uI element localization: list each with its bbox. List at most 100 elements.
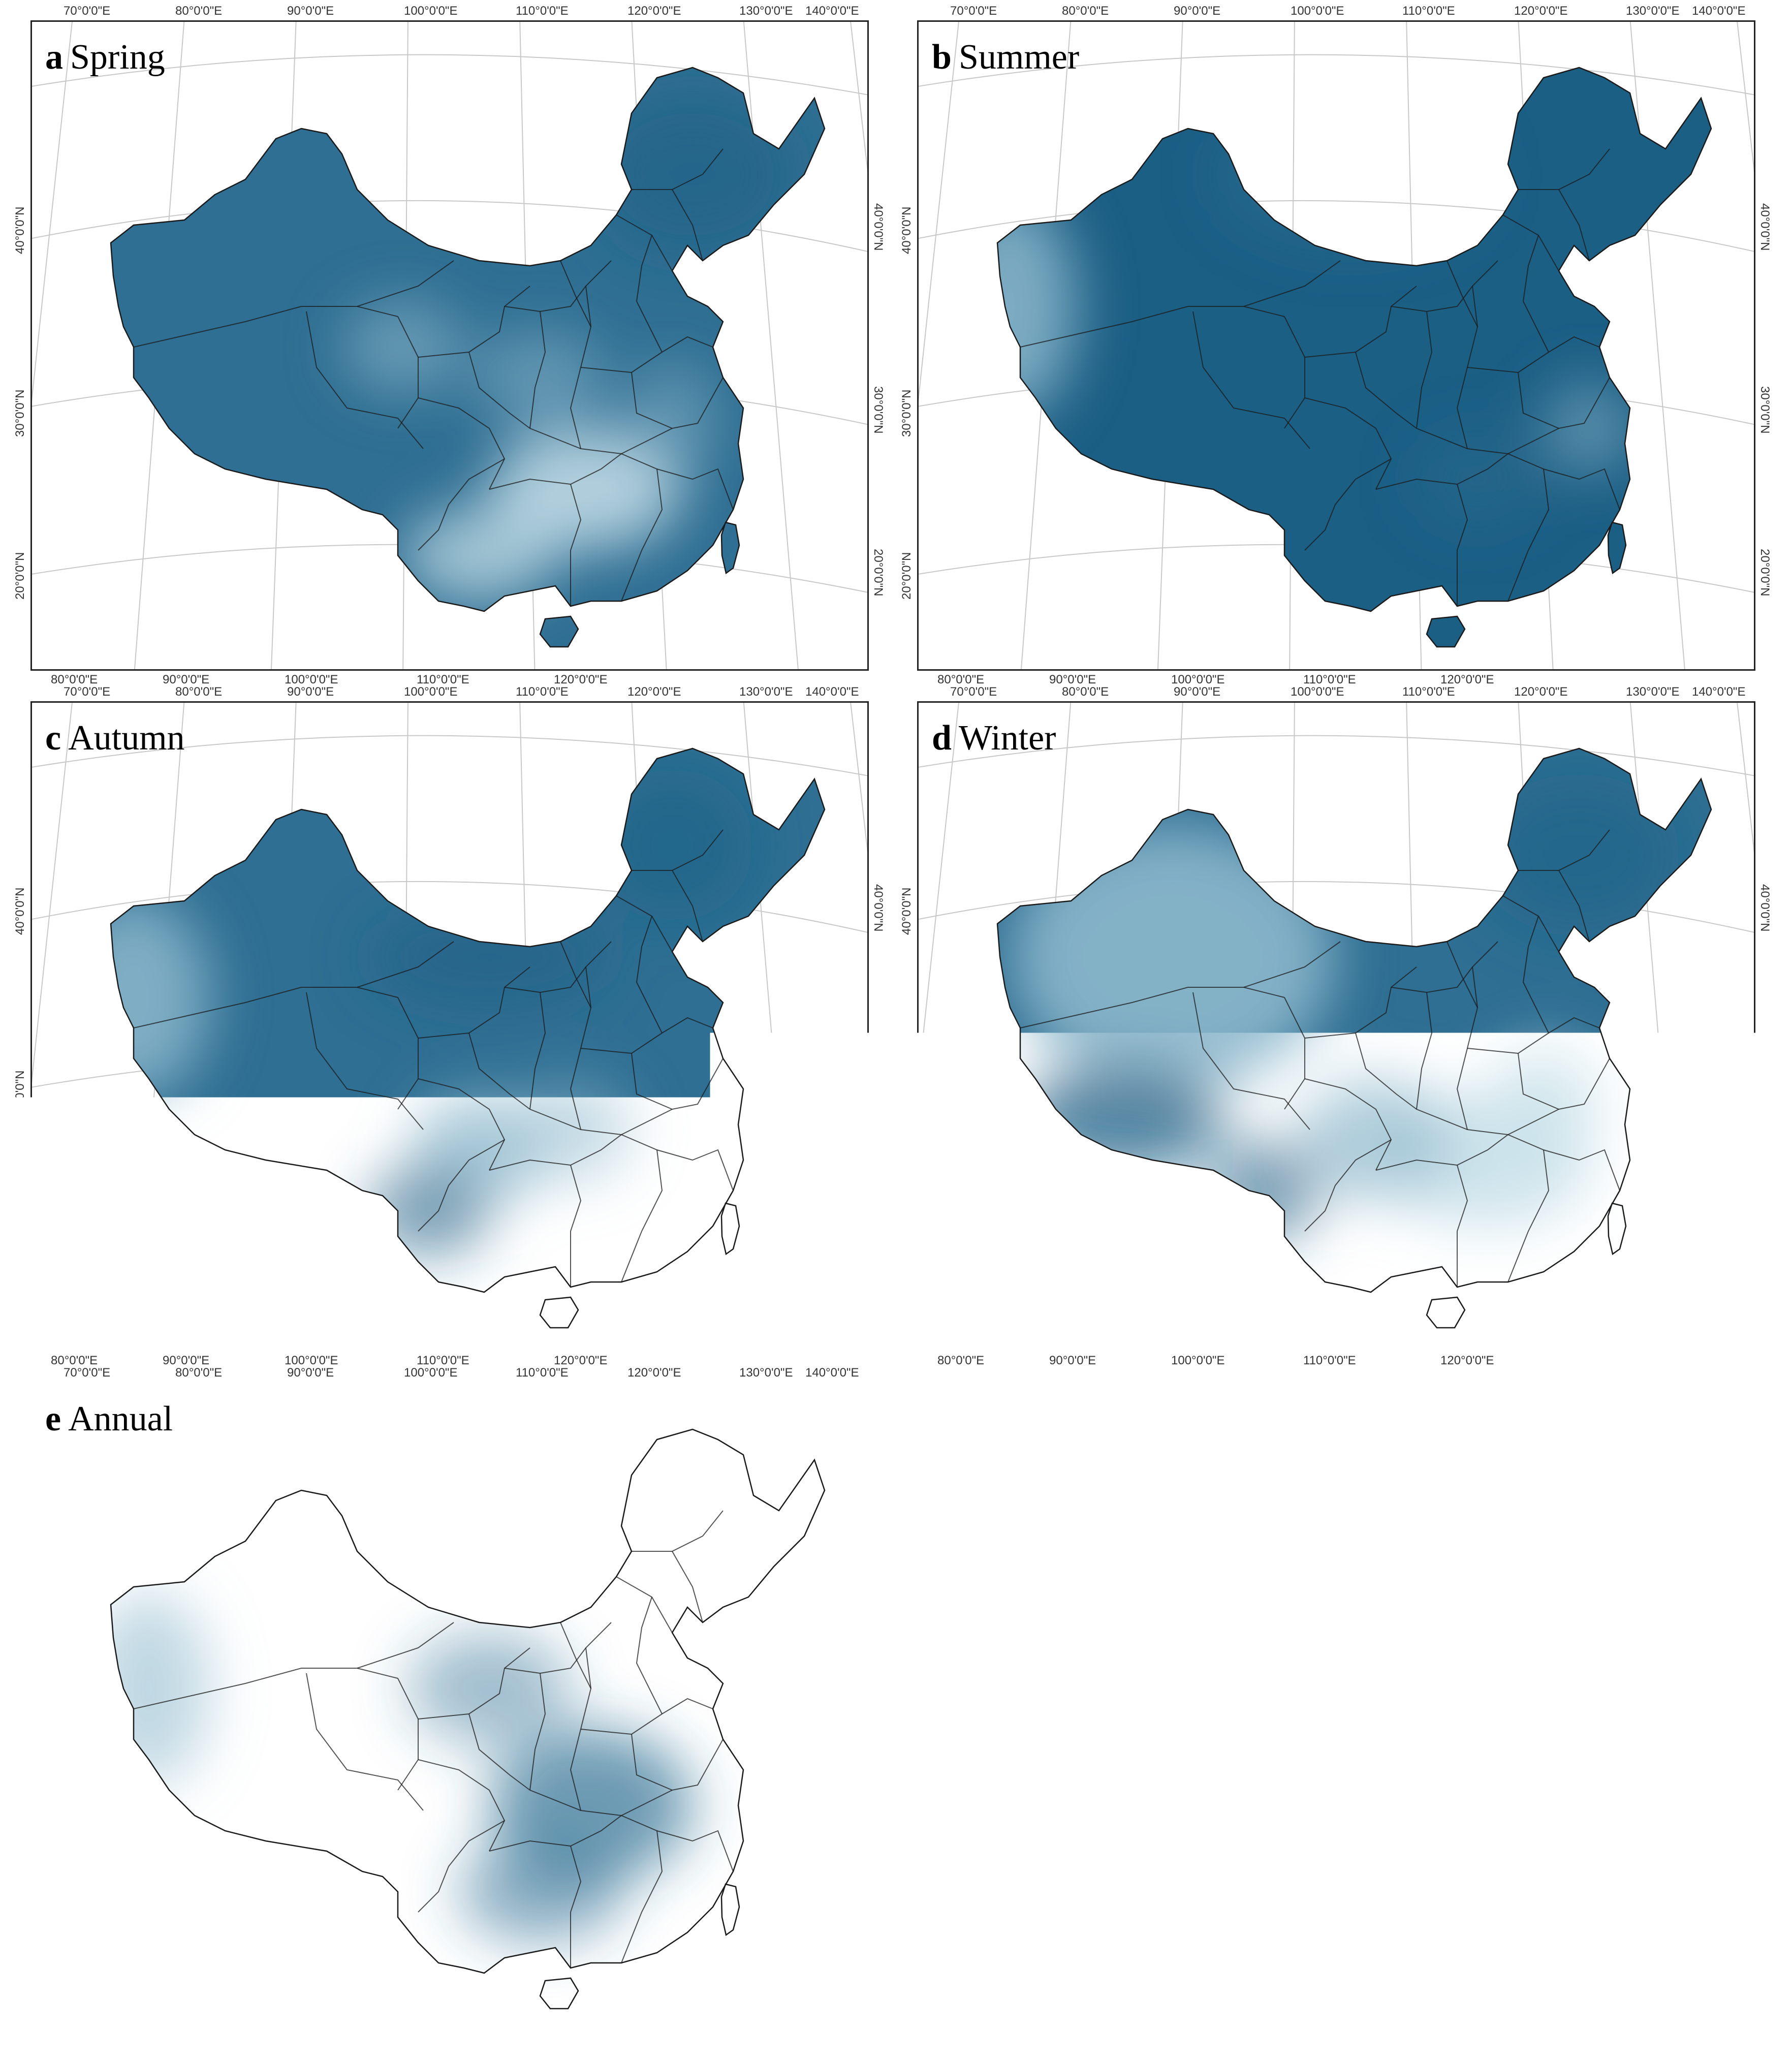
coordinate-tick-label: 20°0'0"N bbox=[1757, 549, 1772, 596]
coordinate-tick-label: 20°0'0"N bbox=[13, 1233, 27, 1280]
legend-item: 15.0 - 16.0 bbox=[1214, 1830, 1333, 1854]
coordinate-tick-label: 30°0'0"N bbox=[13, 390, 27, 437]
coordinate-tick-label: 30°0'0"N bbox=[871, 386, 885, 433]
coordinate-tick-label: 70°0'0"E bbox=[950, 4, 997, 18]
panel-title: e Annual bbox=[45, 1399, 173, 1440]
legend-item: 7.0 - 8.0 bbox=[1214, 1590, 1317, 1614]
legend-swatch bbox=[1214, 1771, 1254, 1793]
coordinate-tick-label: 120°0'0"E bbox=[627, 4, 681, 18]
coordinate-tick-label: 100°0'0"E bbox=[1291, 685, 1344, 699]
legend-label: 15.0 - 16.0 bbox=[1265, 1834, 1333, 1850]
legend-item: 3.5 - 4.0 bbox=[1214, 1441, 1317, 1464]
coordinate-tick-label: 100°0'0"E bbox=[285, 2035, 338, 2049]
coordinate-tick-label: 30°0'0"N bbox=[900, 390, 914, 437]
coordinate-tick-label: 90°0'0"E bbox=[287, 4, 334, 18]
legend-item: 14.0 - 15.0 bbox=[1214, 1800, 1333, 1824]
legend-item: 10.0 - 11.0 bbox=[1214, 1680, 1332, 1704]
coordinate-tick-label: 20°0'0"N bbox=[13, 1914, 27, 1961]
legend-swatch bbox=[1214, 1501, 1254, 1523]
legend-label: 11.0 - 12.0 bbox=[1265, 1714, 1332, 1730]
coordinate-tick-label: 110°0'0"E bbox=[516, 1366, 569, 1380]
coordinate-tick-label: 90°0'0"E bbox=[1174, 685, 1220, 699]
coordinate-tick-label: 40°0'0"N bbox=[1757, 884, 1772, 931]
coordinate-tick-label: 120°0'0"E bbox=[627, 685, 681, 699]
coordinate-tick-label: 140°0'0"E bbox=[1692, 4, 1745, 18]
coordinate-tick-label: 130°0'0"E bbox=[1626, 685, 1679, 699]
legend-item: 9.0 - 10.0 bbox=[1214, 1650, 1325, 1674]
coordinate-tick-label: 80°0'0"E bbox=[937, 1354, 984, 1368]
coordinate-tick-label: 40°0'0"N bbox=[13, 888, 27, 935]
coordinate-tick-label: 100°0'0"E bbox=[404, 685, 457, 699]
panel-summer: b Summer bbox=[917, 20, 1755, 671]
legend-swatch bbox=[1214, 1621, 1254, 1643]
coordinate-tick-label: 110°0'0"E bbox=[1402, 4, 1455, 18]
coordinate-tick-label: 120°0'0"E bbox=[1440, 1354, 1494, 1368]
legend-swatch bbox=[1214, 1471, 1254, 1493]
panel-title: b Summer bbox=[932, 37, 1079, 78]
coordinate-tick-label: 20°0'0"N bbox=[871, 549, 885, 596]
summer-map bbox=[919, 22, 1755, 671]
legend-label: 3.0 - 3.5 bbox=[1265, 1414, 1317, 1430]
legend-item: 17.0 - 18.0 bbox=[1214, 1890, 1333, 1914]
coordinate-tick-label: 70°0'0"E bbox=[64, 1366, 110, 1380]
coordinate-tick-label: 140°0'0"E bbox=[805, 685, 859, 699]
legend-item: 5.0 - 6.0 bbox=[1214, 1530, 1317, 1554]
legend-swatch bbox=[1214, 1411, 1254, 1433]
coordinate-tick-label: 30°0'0"N bbox=[900, 1071, 914, 1118]
coordinate-tick-label: 30°0'0"N bbox=[871, 1748, 885, 1795]
legend-item: 4.0 - 4.5 bbox=[1214, 1471, 1317, 1494]
coordinate-tick-label: 40°0'0"N bbox=[871, 884, 885, 931]
visibility-surface bbox=[32, 22, 869, 671]
annual-map bbox=[32, 1384, 869, 2033]
coordinate-tick-label: 100°0'0"E bbox=[1291, 4, 1344, 18]
coordinate-tick-label: 80°0'0"E bbox=[51, 2035, 98, 2049]
legend-title: Estimated visibility (km) bbox=[1214, 1377, 1412, 1397]
coordinate-tick-label: 20°0'0"N bbox=[900, 552, 914, 600]
coordinate-tick-label: 40°0'0"N bbox=[871, 1565, 885, 1612]
coordinate-tick-label: 110°0'0"E bbox=[516, 4, 569, 18]
legend-swatch bbox=[1214, 1711, 1254, 1733]
coordinate-tick-label: 120°0'0"E bbox=[1514, 4, 1567, 18]
coordinate-tick-label: 40°0'0"N bbox=[13, 207, 27, 254]
visibility-surface bbox=[32, 1384, 869, 2033]
legend-label: 12.0 - 13.0 bbox=[1265, 1744, 1333, 1760]
coordinate-tick-label: 100°0'0"E bbox=[404, 4, 457, 18]
legend-label: 10.0 - 11.0 bbox=[1265, 1684, 1332, 1700]
coordinate-tick-label: 120°0'0"E bbox=[554, 2035, 607, 2049]
legend-label: 13.0 - 14.0 bbox=[1265, 1774, 1333, 1790]
visibility-surface bbox=[32, 703, 869, 1352]
coordinate-tick-label: 140°0'0"E bbox=[805, 1366, 859, 1380]
panel-annual: e Annual bbox=[30, 1382, 869, 2033]
coordinate-tick-label: 80°0'0"E bbox=[175, 4, 222, 18]
coordinate-tick-label: 90°0'0"E bbox=[1049, 1354, 1096, 1368]
legend-swatch bbox=[1214, 1441, 1254, 1463]
legend: Estimated visibility (km) 3.0 - 3.5 3.5 -… bbox=[1214, 1377, 1519, 2038]
coordinate-tick-label: 110°0'0"E bbox=[1303, 1354, 1356, 1368]
coordinate-tick-label: 40°0'0"N bbox=[900, 207, 914, 254]
legend-swatch bbox=[1214, 1681, 1254, 1703]
legend-item: 13.0 - 14.0 bbox=[1214, 1770, 1333, 1794]
legend-swatch bbox=[1214, 1801, 1254, 1823]
legend-label: 6.0 - 7.0 bbox=[1265, 1564, 1317, 1580]
legend-swatch bbox=[1214, 1951, 1254, 1973]
coordinate-tick-label: 40°0'0"N bbox=[871, 203, 885, 251]
legend-label: 18.0 - 19.0 bbox=[1265, 1924, 1333, 1940]
panel-spring: a Spring bbox=[30, 20, 869, 671]
legend-swatch bbox=[1214, 1831, 1254, 1853]
legend-label: > 20.0 bbox=[1265, 1984, 1305, 2000]
panel-winter: d Winter bbox=[917, 701, 1755, 1352]
legend-swatch bbox=[1214, 1861, 1254, 1883]
legend-item: 4.5 - 5.0 bbox=[1214, 1501, 1317, 1524]
visibility-surface bbox=[919, 22, 1755, 671]
coordinate-tick-label: 90°0'0"E bbox=[163, 2035, 209, 2049]
coordinate-tick-label: 100°0'0"E bbox=[404, 1366, 457, 1380]
coordinate-tick-label: 70°0'0"E bbox=[64, 685, 110, 699]
legend-item: 6.0 - 7.0 bbox=[1214, 1560, 1317, 1584]
panel-title: a Spring bbox=[45, 37, 165, 78]
panel-autumn: c Autumn bbox=[30, 701, 869, 1352]
coordinate-tick-label: 140°0'0"E bbox=[805, 4, 859, 18]
legend-label: 14.0 - 15.0 bbox=[1265, 1804, 1333, 1820]
legend-item: 19.0 - 20.0 bbox=[1214, 1950, 1333, 1974]
legend-item: 16.0 - 17.0 bbox=[1214, 1860, 1333, 1884]
legend-label: 3.5 - 4.0 bbox=[1265, 1444, 1317, 1460]
